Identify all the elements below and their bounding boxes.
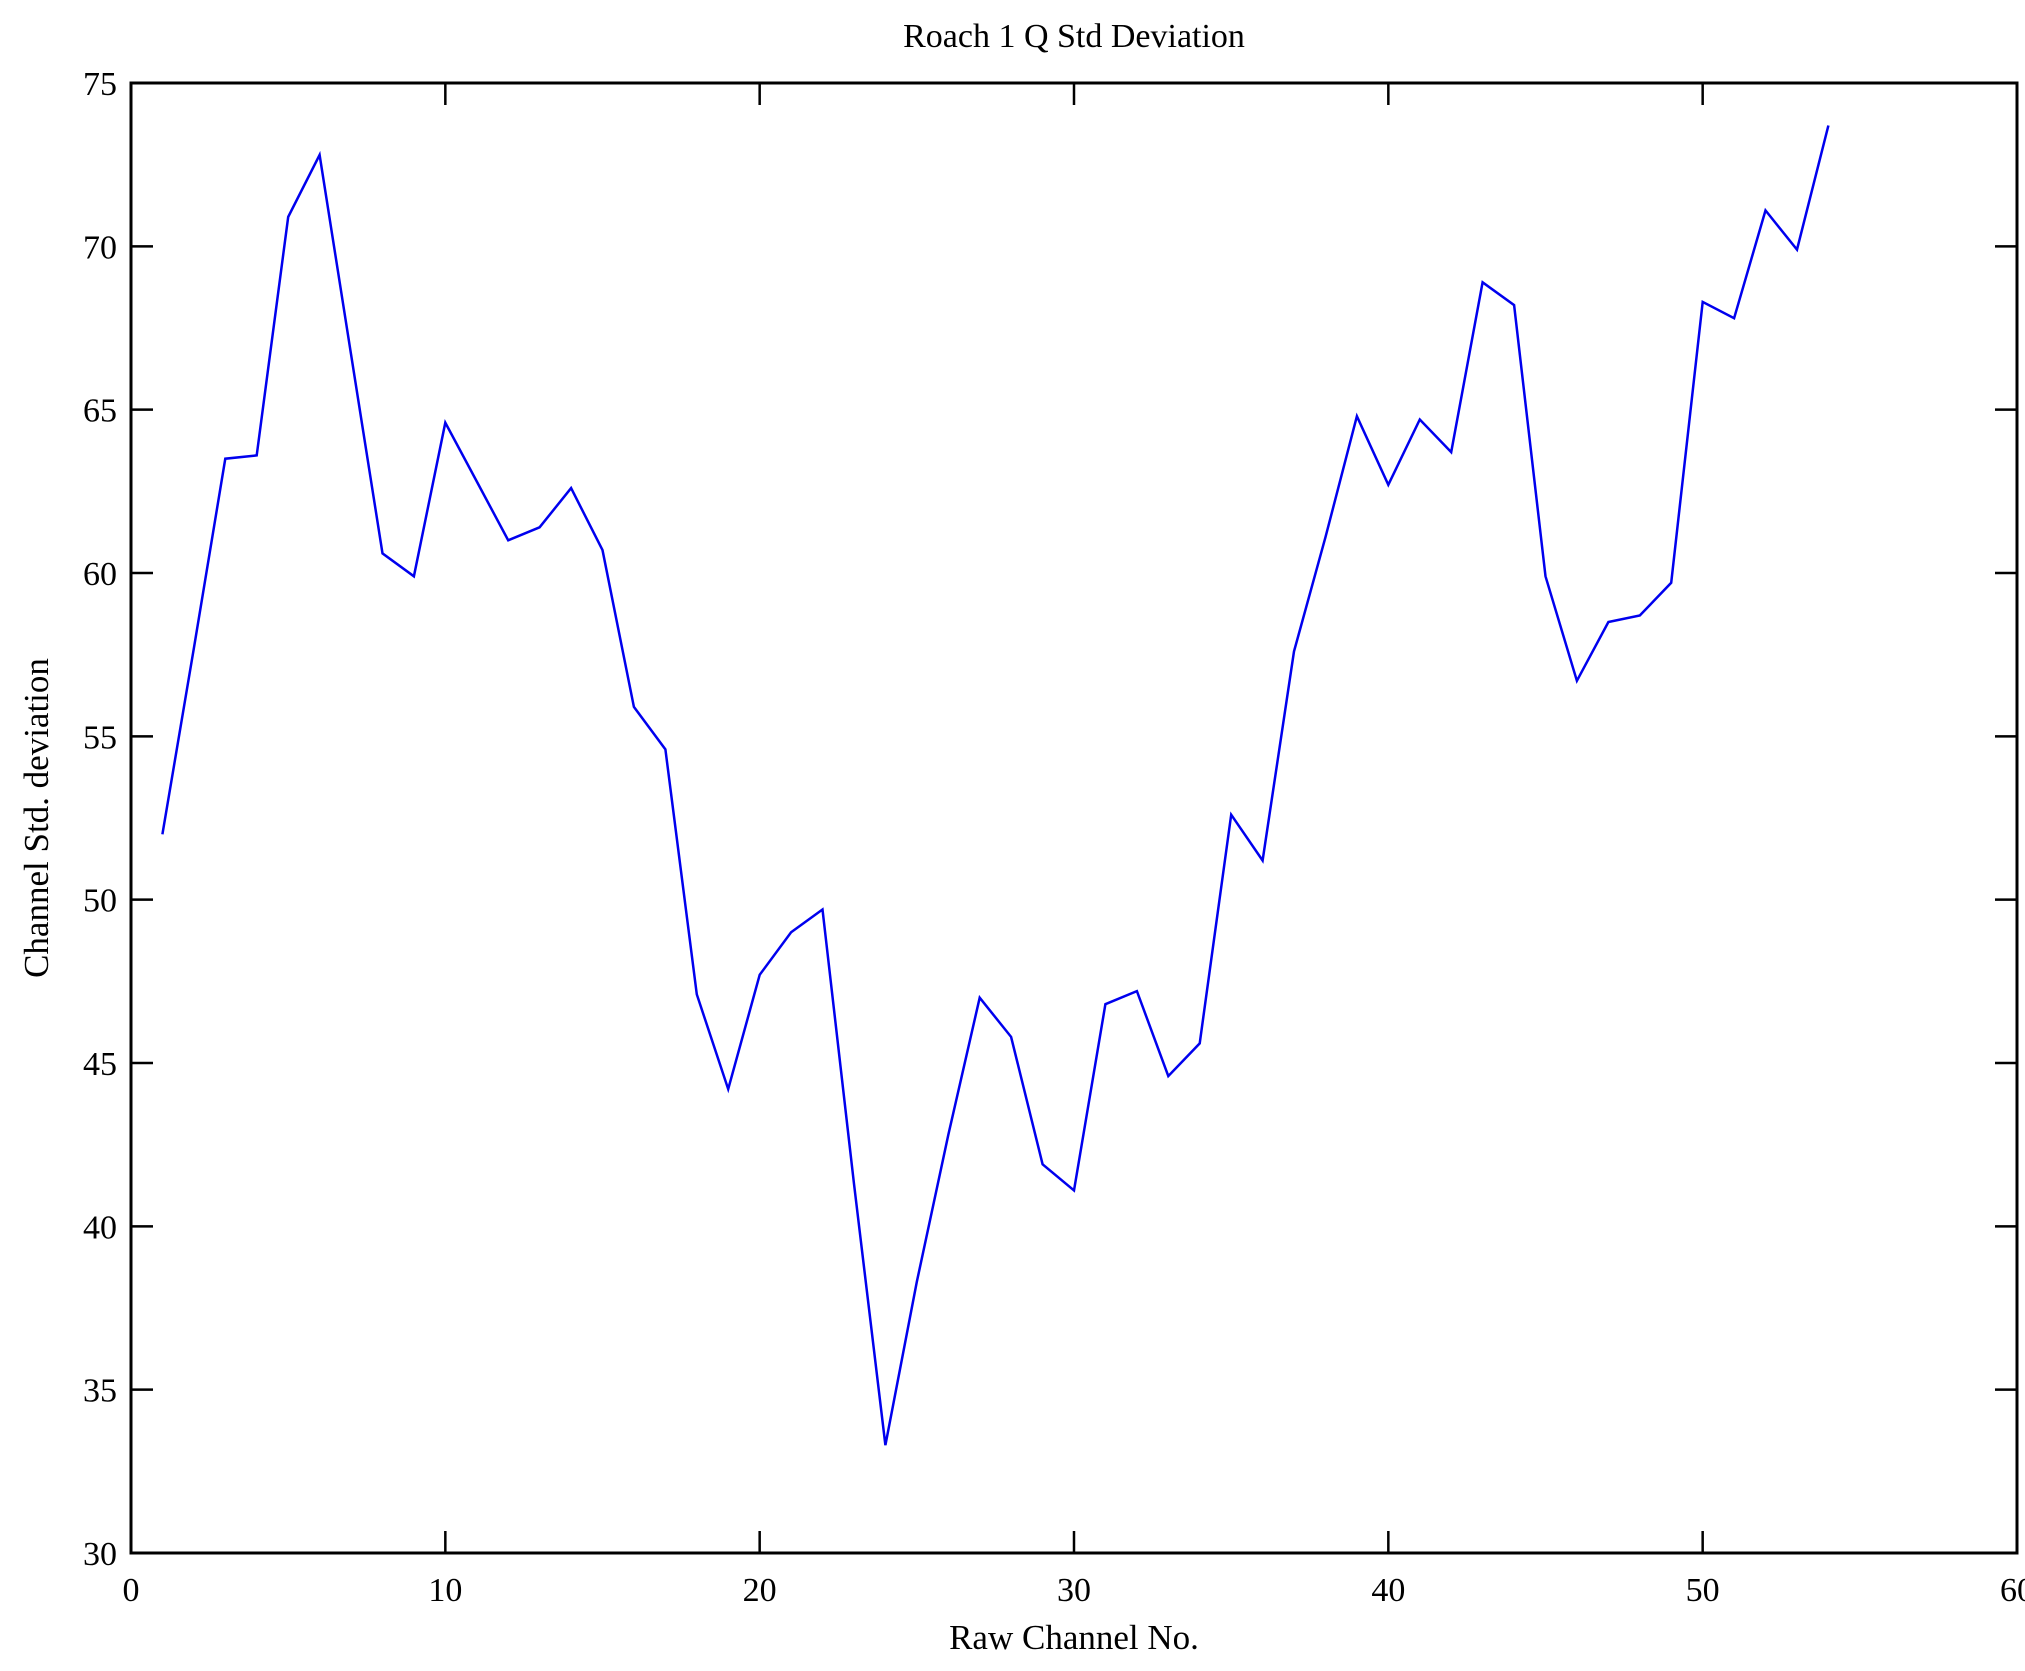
y-tick-label: 75 <box>83 66 117 103</box>
y-tick-label: 65 <box>83 393 117 430</box>
x-tick-label: 40 <box>1371 1572 1405 1609</box>
x-tick-label: 50 <box>1686 1572 1720 1609</box>
y-axis-label: Channel Std. deviation <box>17 658 56 978</box>
y-tick-label: 55 <box>83 719 117 756</box>
series-line <box>161 125 1830 1446</box>
x-axis-label: Raw Channel No. <box>949 1618 1199 1657</box>
y-ticks: 30 35 40 45 50 55 60 65 70 75 <box>83 66 2017 1573</box>
y-tick-label: 30 <box>83 1536 117 1573</box>
y-tick-label: 50 <box>83 883 117 920</box>
x-tick-label: 20 <box>743 1572 777 1609</box>
x-tick-label: 10 <box>428 1572 462 1609</box>
y-tick-label: 60 <box>83 556 117 593</box>
y-tick-label: 35 <box>83 1373 117 1410</box>
y-tick-label: 70 <box>83 229 117 266</box>
x-ticks: 0 10 20 30 40 50 60 <box>123 83 2025 1609</box>
y-tick-label: 45 <box>83 1046 117 1083</box>
axes-box <box>129 81 2019 1555</box>
y-tick-label: 40 <box>83 1209 117 1246</box>
x-tick-label: 30 <box>1057 1572 1091 1609</box>
x-tick-label: 0 <box>123 1572 140 1609</box>
x-tick-label: 60 <box>2000 1572 2025 1609</box>
chart-title: Roach 1 Q Std Deviation <box>903 18 1245 55</box>
